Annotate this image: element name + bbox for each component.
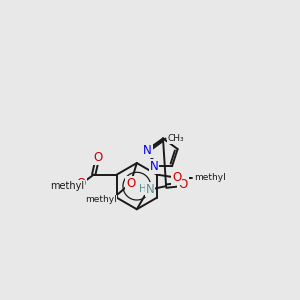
Text: N: N [146,183,154,196]
Text: O: O [93,151,102,164]
Text: N: N [150,160,158,173]
Text: H: H [139,184,147,194]
Text: methyl: methyl [194,173,226,182]
Text: methyl: methyl [50,181,85,191]
Text: O: O [172,171,182,184]
Text: O: O [77,177,86,190]
Text: methyl: methyl [85,195,117,204]
Text: O: O [126,177,135,190]
Text: CH₃: CH₃ [167,134,184,143]
Text: N: N [143,144,152,157]
Text: O: O [178,178,188,191]
